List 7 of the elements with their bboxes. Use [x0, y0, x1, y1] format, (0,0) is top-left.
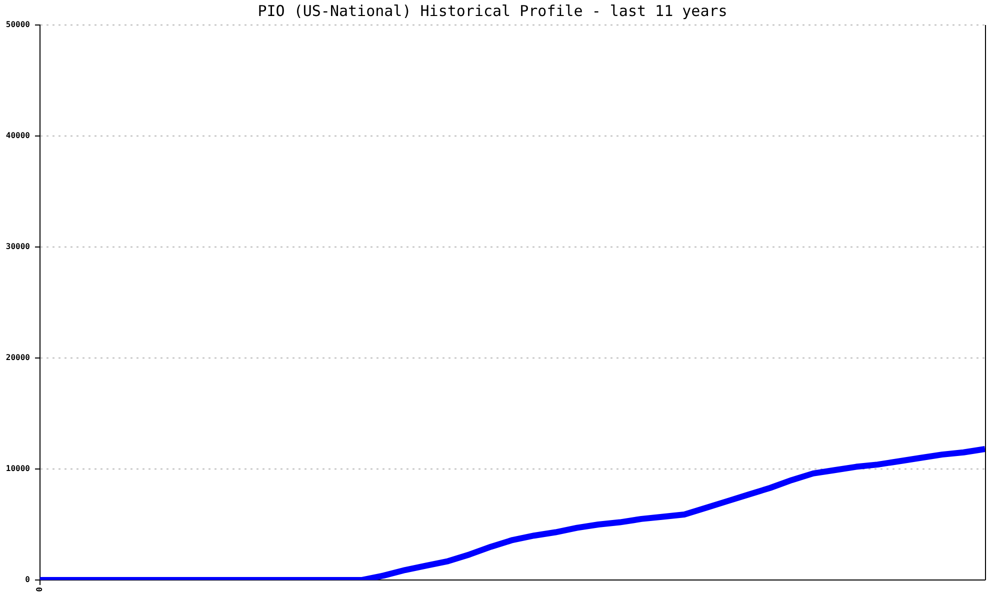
y-tick-label: 30000	[6, 242, 30, 252]
y-tick-label: 40000	[6, 131, 30, 140]
y-tick-label: 20000	[6, 353, 30, 362]
y-tick-label: 50000	[6, 20, 30, 30]
chart-title: PIO (US-National) Historical Profile - last 11 years	[258, 2, 728, 20]
y-tick-label: 0	[25, 575, 30, 584]
y-tick-label: 10000	[6, 464, 30, 474]
